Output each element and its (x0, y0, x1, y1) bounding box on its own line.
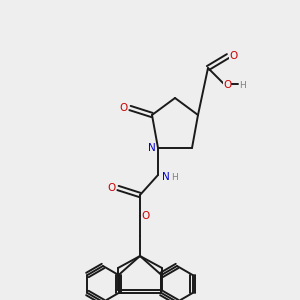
Text: O: O (142, 211, 150, 221)
Text: O: O (223, 80, 231, 90)
Text: O: O (120, 103, 128, 113)
Text: H: H (171, 172, 177, 182)
Text: O: O (108, 183, 116, 193)
Text: H: H (238, 80, 245, 89)
Text: N: N (162, 172, 170, 182)
Text: N: N (148, 143, 156, 153)
Text: O: O (229, 51, 237, 61)
